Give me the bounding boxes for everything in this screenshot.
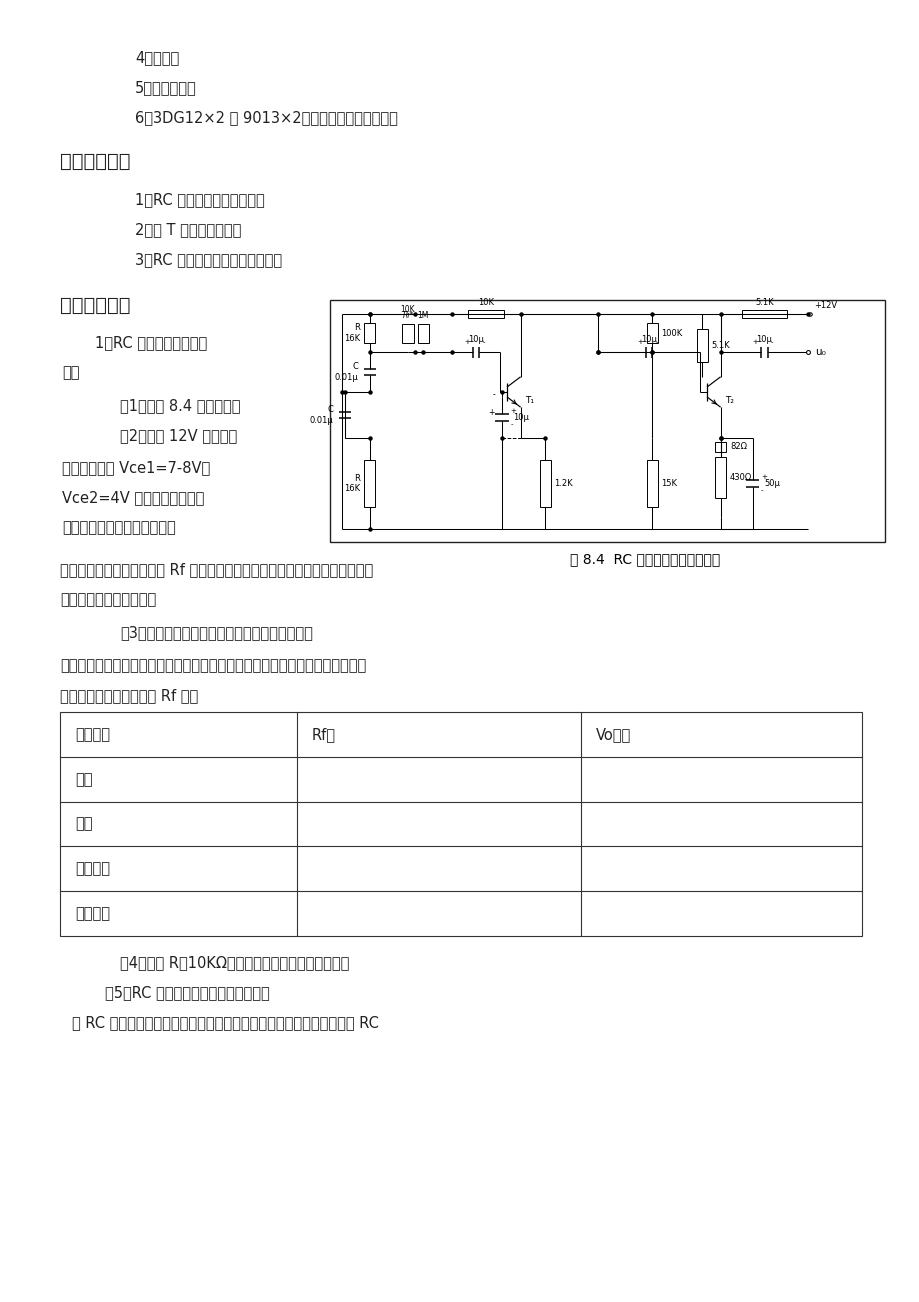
Text: 起振: 起振 xyxy=(75,816,93,832)
Text: 幅値增加: 幅値增加 xyxy=(75,862,110,876)
Text: -: - xyxy=(510,422,513,427)
Text: Vo波形: Vo波形 xyxy=(596,727,630,742)
Text: 的波形变化情况及相应的 Rf 值。: 的波形变化情况及相应的 Rf 值。 xyxy=(60,687,198,703)
Text: 430Ω: 430Ω xyxy=(730,473,752,482)
Text: 10μ: 10μ xyxy=(755,335,771,344)
Text: 四、实验内容: 四、实验内容 xyxy=(60,152,130,171)
Bar xyxy=(646,460,657,508)
Text: 50μ: 50μ xyxy=(764,479,779,488)
Text: C
0.01μ: C 0.01μ xyxy=(310,405,334,424)
Text: 实验现象: 实验现象 xyxy=(75,727,110,742)
Text: 4、频率计: 4、频率计 xyxy=(135,49,179,65)
Text: 停振: 停振 xyxy=(75,772,93,786)
Text: 1M: 1M xyxy=(417,311,428,320)
Text: 图 8.4  RC 串并联选频网络振荡器: 图 8.4 RC 串并联选频网络振荡器 xyxy=(569,552,720,566)
Text: +: + xyxy=(636,340,642,345)
Text: Rf值: Rf值 xyxy=(312,727,335,742)
Text: 节电阵，使得 Vce1=7-8V，: 节电阵，使得 Vce1=7-8V， xyxy=(62,460,210,475)
Text: +: + xyxy=(488,408,494,417)
Text: 10μ: 10μ xyxy=(468,335,483,344)
Text: 10μ: 10μ xyxy=(641,335,656,344)
Text: T₂: T₂ xyxy=(724,396,732,405)
Text: C
0.01μ: C 0.01μ xyxy=(335,362,358,381)
Text: 82Ω: 82Ω xyxy=(730,443,746,452)
Text: （2）接通 12V 电源，调: （2）接通 12V 电源，调 xyxy=(119,428,237,443)
Bar xyxy=(403,323,413,342)
Text: 察有无振荡输出。若无输出或: 察有无振荡输出。若无输出或 xyxy=(62,519,176,535)
Text: （4）改变 R（10KΩ）值，观察振荡频率变化情况；: （4）改变 R（10KΩ）值，观察振荡频率变化情况； xyxy=(119,954,349,970)
Text: +: + xyxy=(510,408,516,414)
Text: 荡器: 荡器 xyxy=(62,365,79,380)
Text: +: + xyxy=(760,474,766,480)
Bar xyxy=(741,310,786,318)
Text: 5.1K: 5.1K xyxy=(710,341,730,350)
Bar xyxy=(714,443,725,452)
Text: 5.1K: 5.1K xyxy=(754,298,773,307)
Text: +: + xyxy=(463,340,470,345)
Bar xyxy=(417,323,428,342)
Text: 3、RC 移相式振荡器的组装与调节: 3、RC 移相式振荡器的组装与调节 xyxy=(135,253,282,267)
Text: 6、3DG12×2 或 9013×2，电阵、电容、电位器等: 6、3DG12×2 或 9013×2，电阵、电容、电位器等 xyxy=(135,109,397,125)
Text: 1.2K: 1.2K xyxy=(554,479,573,488)
Bar xyxy=(714,457,725,499)
Text: -: - xyxy=(492,391,494,398)
Text: （3）观察负反馈强弱对振荡器输出波形的影响。: （3）观察负反馈强弱对振荡器输出波形的影响。 xyxy=(119,625,312,641)
Text: 1、RC 串并联选频网络振: 1、RC 串并联选频网络振 xyxy=(95,335,207,350)
Bar xyxy=(646,323,657,342)
Bar xyxy=(696,329,707,362)
Text: 15K: 15K xyxy=(661,479,676,488)
Text: R
16K: R 16K xyxy=(344,474,360,493)
Text: 1、RC 串并联选频网络振荡器: 1、RC 串并联选频网络振荡器 xyxy=(135,191,265,207)
Text: （5）RC 串并联网络幅频特性的观察。: （5）RC 串并联网络幅频特性的观察。 xyxy=(105,986,269,1000)
Bar xyxy=(468,310,504,318)
Bar xyxy=(60,712,861,936)
Text: 10μ: 10μ xyxy=(513,413,528,422)
Text: 10K: 10K xyxy=(401,305,414,314)
Text: T₁: T₁ xyxy=(524,396,533,405)
Text: -: - xyxy=(654,340,657,345)
Text: u₀: u₀ xyxy=(814,348,825,357)
Bar xyxy=(364,460,375,508)
Text: R
16K: R 16K xyxy=(344,323,360,342)
Text: 波形失真: 波形失真 xyxy=(75,906,110,921)
Text: 2、双 T 选频网络振荡器: 2、双 T 选频网络振荡器 xyxy=(135,223,241,237)
Text: 逐渐改变负反馈量，观察负反馈强弱程度对输出波形的影响，并同时记录观察到: 逐渐改变负反馈量，观察负反馈强弱程度对输出波形的影响，并同时记录观察到 xyxy=(60,658,366,673)
Text: 10K: 10K xyxy=(478,298,494,307)
Text: +12V: +12V xyxy=(813,301,836,310)
Text: -: - xyxy=(482,340,484,345)
Text: 100K: 100K xyxy=(661,328,682,337)
Text: 五、实验步骤: 五、实验步骤 xyxy=(60,296,130,315)
Text: Vce2=4V 左右。用示波器观: Vce2=4V 左右。用示波器观 xyxy=(62,490,204,505)
Text: 将 RC 串并联网络与放大电路断开，用函数信号发生器的正弦信号注入 RC: 将 RC 串并联网络与放大电路断开，用函数信号发生器的正弦信号注入 RC xyxy=(72,1016,379,1030)
Text: Ri*: Ri* xyxy=(402,311,414,320)
Text: 5、直流电压表: 5、直流电压表 xyxy=(135,79,197,95)
Text: -: - xyxy=(760,487,763,493)
Text: +: + xyxy=(752,340,757,345)
Text: -: - xyxy=(770,340,772,345)
Text: 倍数及电路静态工作点。: 倍数及电路静态工作点。 xyxy=(60,592,156,607)
Text: 振荡器输出波形失真则调节 Rf 以改变负反馈量至波形不失真。并测量电压放大: 振荡器输出波形失真则调节 Rf 以改变负反馈量至波形不失真。并测量电压放大 xyxy=(60,562,373,577)
Text: （1）按图 8.4 组接线路；: （1）按图 8.4 组接线路； xyxy=(119,398,240,413)
Bar xyxy=(539,460,550,508)
Bar xyxy=(364,323,375,342)
Bar xyxy=(330,299,884,542)
